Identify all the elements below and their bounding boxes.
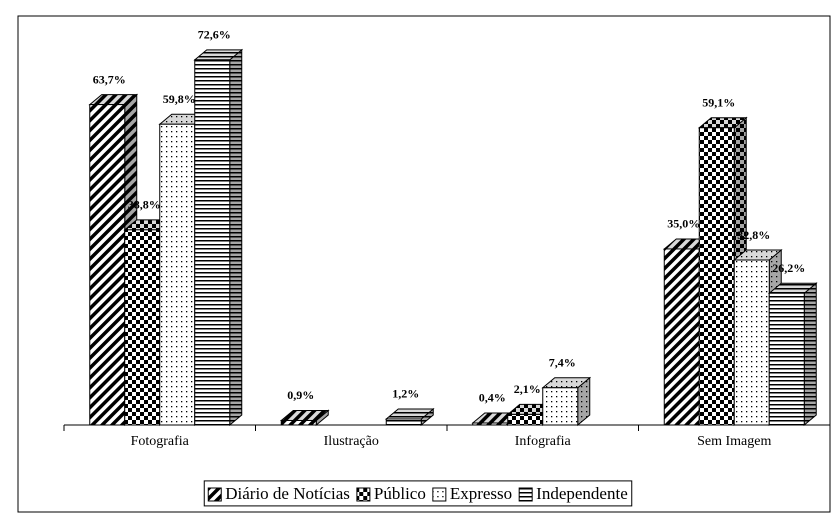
- bar-front: [89, 104, 126, 426]
- bar-top-shade: [542, 377, 590, 388]
- bar-top-shade: [89, 94, 137, 105]
- bar: [193, 48, 244, 427]
- bar-side-shade: [804, 283, 817, 425]
- bar-front: [733, 259, 770, 426]
- bar-side-shade: [421, 408, 434, 425]
- bar-side-shade: [577, 377, 590, 425]
- bar-top-shade: [699, 117, 747, 128]
- legend-swatch: [207, 487, 222, 502]
- bar-top-shade: [769, 283, 817, 294]
- value-label: 59,8%: [163, 92, 196, 106]
- value-label: 63,7%: [93, 72, 126, 86]
- value-label: 0,4%: [479, 391, 506, 405]
- x-tick-label: Ilustração: [324, 434, 379, 449]
- bar-top-shade: [281, 410, 329, 421]
- plot-area: Fotografia Ilustração Infografia Sem Imagem…: [63, 28, 831, 449]
- chart-frame: [17, 15, 831, 513]
- bar-top-shade: [734, 250, 782, 261]
- bar-front: [507, 413, 544, 426]
- value-label: 32,8%: [737, 228, 770, 242]
- value-label: 72,6%: [198, 28, 231, 42]
- legend-swatch: [356, 487, 371, 502]
- value-label: 2,1%: [514, 382, 541, 396]
- legend-label: Diário de Notícias: [225, 484, 350, 503]
- bar-front: [768, 292, 805, 426]
- legend-frame: [203, 480, 633, 507]
- bar: [384, 407, 435, 427]
- bar-front: [159, 123, 196, 426]
- value-label: 0,9%: [287, 388, 314, 402]
- bar-front: [194, 59, 231, 426]
- legend-swatch: [432, 487, 447, 502]
- bar-front: [542, 387, 579, 426]
- bar-front: [663, 248, 700, 426]
- x-tick-label: Sem Imagem: [697, 434, 771, 449]
- legend-label: Público: [374, 484, 426, 503]
- value-label: 1,2%: [392, 387, 419, 401]
- bar-side-shade: [316, 410, 329, 425]
- legend-swatch: [518, 487, 533, 502]
- bar-front: [280, 419, 317, 426]
- value-label: 7,4%: [549, 356, 576, 370]
- value-label: 35,0%: [667, 217, 700, 231]
- bar-front: [124, 229, 161, 426]
- bar-front: [472, 422, 509, 426]
- legend-label: Expresso: [450, 484, 512, 503]
- value-label: 26,2%: [772, 261, 805, 275]
- bar-front: [698, 127, 735, 426]
- legend-label: Independente: [536, 484, 628, 503]
- value-label: 59,1%: [702, 95, 735, 109]
- bar: [279, 409, 330, 427]
- bar-top-shade: [386, 408, 434, 419]
- legend: Diário de Notícias Público Expresso Indepen…: [203, 480, 633, 507]
- bar: [541, 376, 592, 427]
- x-tick-label: Fotografia: [131, 434, 190, 449]
- bar-top-shade: [194, 49, 242, 60]
- bar: [767, 282, 818, 427]
- bar-side-shade: [229, 49, 242, 426]
- bar-front: [385, 418, 422, 426]
- x-tick-label: Infografia: [515, 434, 572, 449]
- value-label: 38,8%: [128, 198, 161, 212]
